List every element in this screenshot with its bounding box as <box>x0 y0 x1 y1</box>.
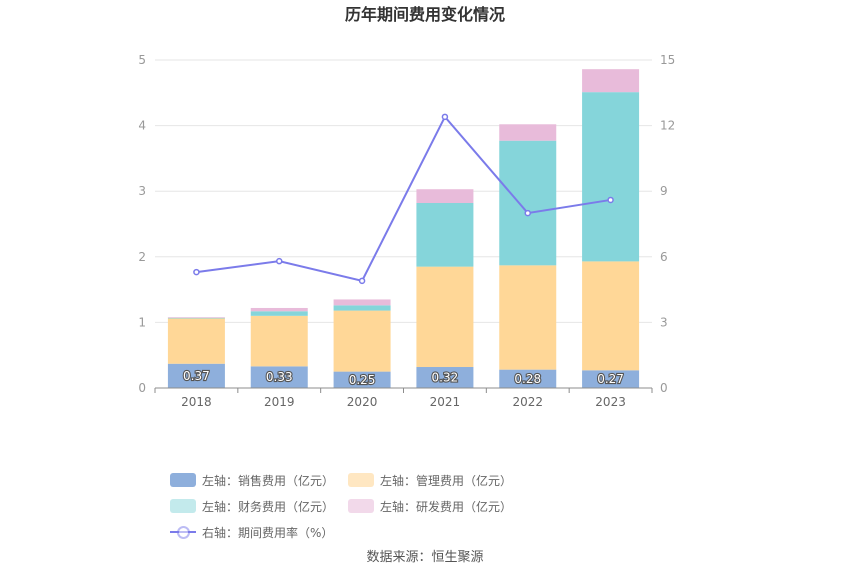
left-axis-tick-label: 5 <box>138 53 146 67</box>
bar-2 <box>250 311 308 316</box>
bar-2 <box>416 203 474 267</box>
right-axis-tick-label: 0 <box>660 381 668 395</box>
bar-0 <box>333 371 391 388</box>
data-labels: 0.37 0.33 0.25 0.32 0.28 0.27 <box>182 368 625 388</box>
bar-2 <box>582 92 640 262</box>
bar-2 <box>167 317 225 319</box>
bar-0 <box>499 369 557 388</box>
bar-1 <box>333 310 391 372</box>
rate-point <box>607 196 614 204</box>
right-axis-tick-label: 12 <box>660 119 675 133</box>
bar-0 <box>416 367 474 388</box>
bar-3 <box>333 299 391 306</box>
legend-item-admin[interactable]: 左轴：管理费用（亿元） <box>348 472 512 488</box>
bar-3 <box>167 317 225 318</box>
chart-canvas: 历年期间费用变化情况 0.37 0.33 0.25 0.32 0.28 0.27 0123… <box>138 5 675 409</box>
bar-data-label: 0.37 <box>183 369 210 383</box>
left-axis-tick-label: 0 <box>138 381 146 395</box>
legend-item-finance[interactable]: 左轴：财务费用（亿元） <box>170 498 334 514</box>
legend-label: 左轴：管理费用（亿元） <box>380 473 513 488</box>
bar-series <box>167 69 640 388</box>
bar-0 <box>582 370 640 388</box>
left-axis-tick-label: 4 <box>138 119 146 133</box>
legend-swatch <box>348 499 375 513</box>
legend-swatch <box>170 499 196 513</box>
data-source: 数据来源：恒生聚源 <box>366 550 484 565</box>
chart-title: 历年期间费用变化情况 <box>345 5 505 24</box>
bar-0 <box>167 363 225 388</box>
rate-line <box>196 115 611 283</box>
bar-1 <box>167 318 225 364</box>
right-axis-tick-label: 6 <box>660 250 668 264</box>
x-axis-tick-label: 2022 <box>512 395 543 409</box>
legend-swatch <box>170 473 196 487</box>
rate-point <box>193 268 200 276</box>
legend-item-rate[interactable]: 右轴：期间费用率（%） <box>170 524 333 540</box>
right-axis-tick-label: 15 <box>660 53 675 67</box>
legend: 左轴：销售费用（亿元） 左轴：管理费用（亿元） 左轴：财务费用（亿元） 左轴：研… <box>170 472 690 540</box>
rate-point <box>441 113 449 121</box>
legend-item-sales[interactable]: 左轴：销售费用（亿元） <box>170 472 334 488</box>
bar-1 <box>250 315 308 367</box>
x-axis-tick-label: 2019 <box>264 395 295 409</box>
rate-point <box>276 257 283 265</box>
legend-item-rd[interactable]: 左轴：研发费用（亿元） <box>348 498 512 514</box>
rate-point <box>524 209 531 217</box>
grid <box>155 59 652 323</box>
bar-data-label: 0.32 <box>432 371 459 385</box>
bar-2 <box>333 305 391 311</box>
bar-data-label: 0.27 <box>597 372 624 386</box>
bar-3 <box>499 124 557 141</box>
legend-label: 左轴：销售费用（亿元） <box>202 473 335 488</box>
x-axis-tick-label: 2021 <box>430 395 461 409</box>
right-axis-tick-label: 9 <box>660 184 668 198</box>
legend-label: 左轴：财务费用（亿元） <box>202 499 335 514</box>
bar-3 <box>582 69 640 93</box>
x-axis-tick-label: 2020 <box>347 395 378 409</box>
left-axis-tick-label: 3 <box>138 184 146 198</box>
x-axis-tick-label: 2023 <box>595 395 626 409</box>
left-axis-tick-label: 1 <box>138 315 146 329</box>
bar-3 <box>250 307 308 312</box>
left-axis-tick-label: 2 <box>138 250 146 264</box>
legend-swatch <box>348 473 375 487</box>
right-axis-tick-label: 3 <box>660 315 668 329</box>
legend-line-icon <box>170 525 196 539</box>
legend-label: 右轴：期间费用率（%） <box>202 525 334 540</box>
bar-data-label: 0.25 <box>349 373 376 387</box>
bar-2 <box>499 140 557 266</box>
bar-1 <box>416 266 474 368</box>
bar-1 <box>582 261 640 371</box>
bar-3 <box>416 189 474 204</box>
bar-1 <box>499 265 557 370</box>
bar-data-label: 0.33 <box>266 370 293 384</box>
rate-line-series <box>193 113 614 285</box>
x-axis-tick-label: 2018 <box>181 395 212 409</box>
legend-label: 左轴：研发费用（亿元） <box>380 499 513 514</box>
bar-0 <box>250 366 308 388</box>
rate-point <box>358 277 366 285</box>
bar-data-label: 0.28 <box>514 372 541 386</box>
